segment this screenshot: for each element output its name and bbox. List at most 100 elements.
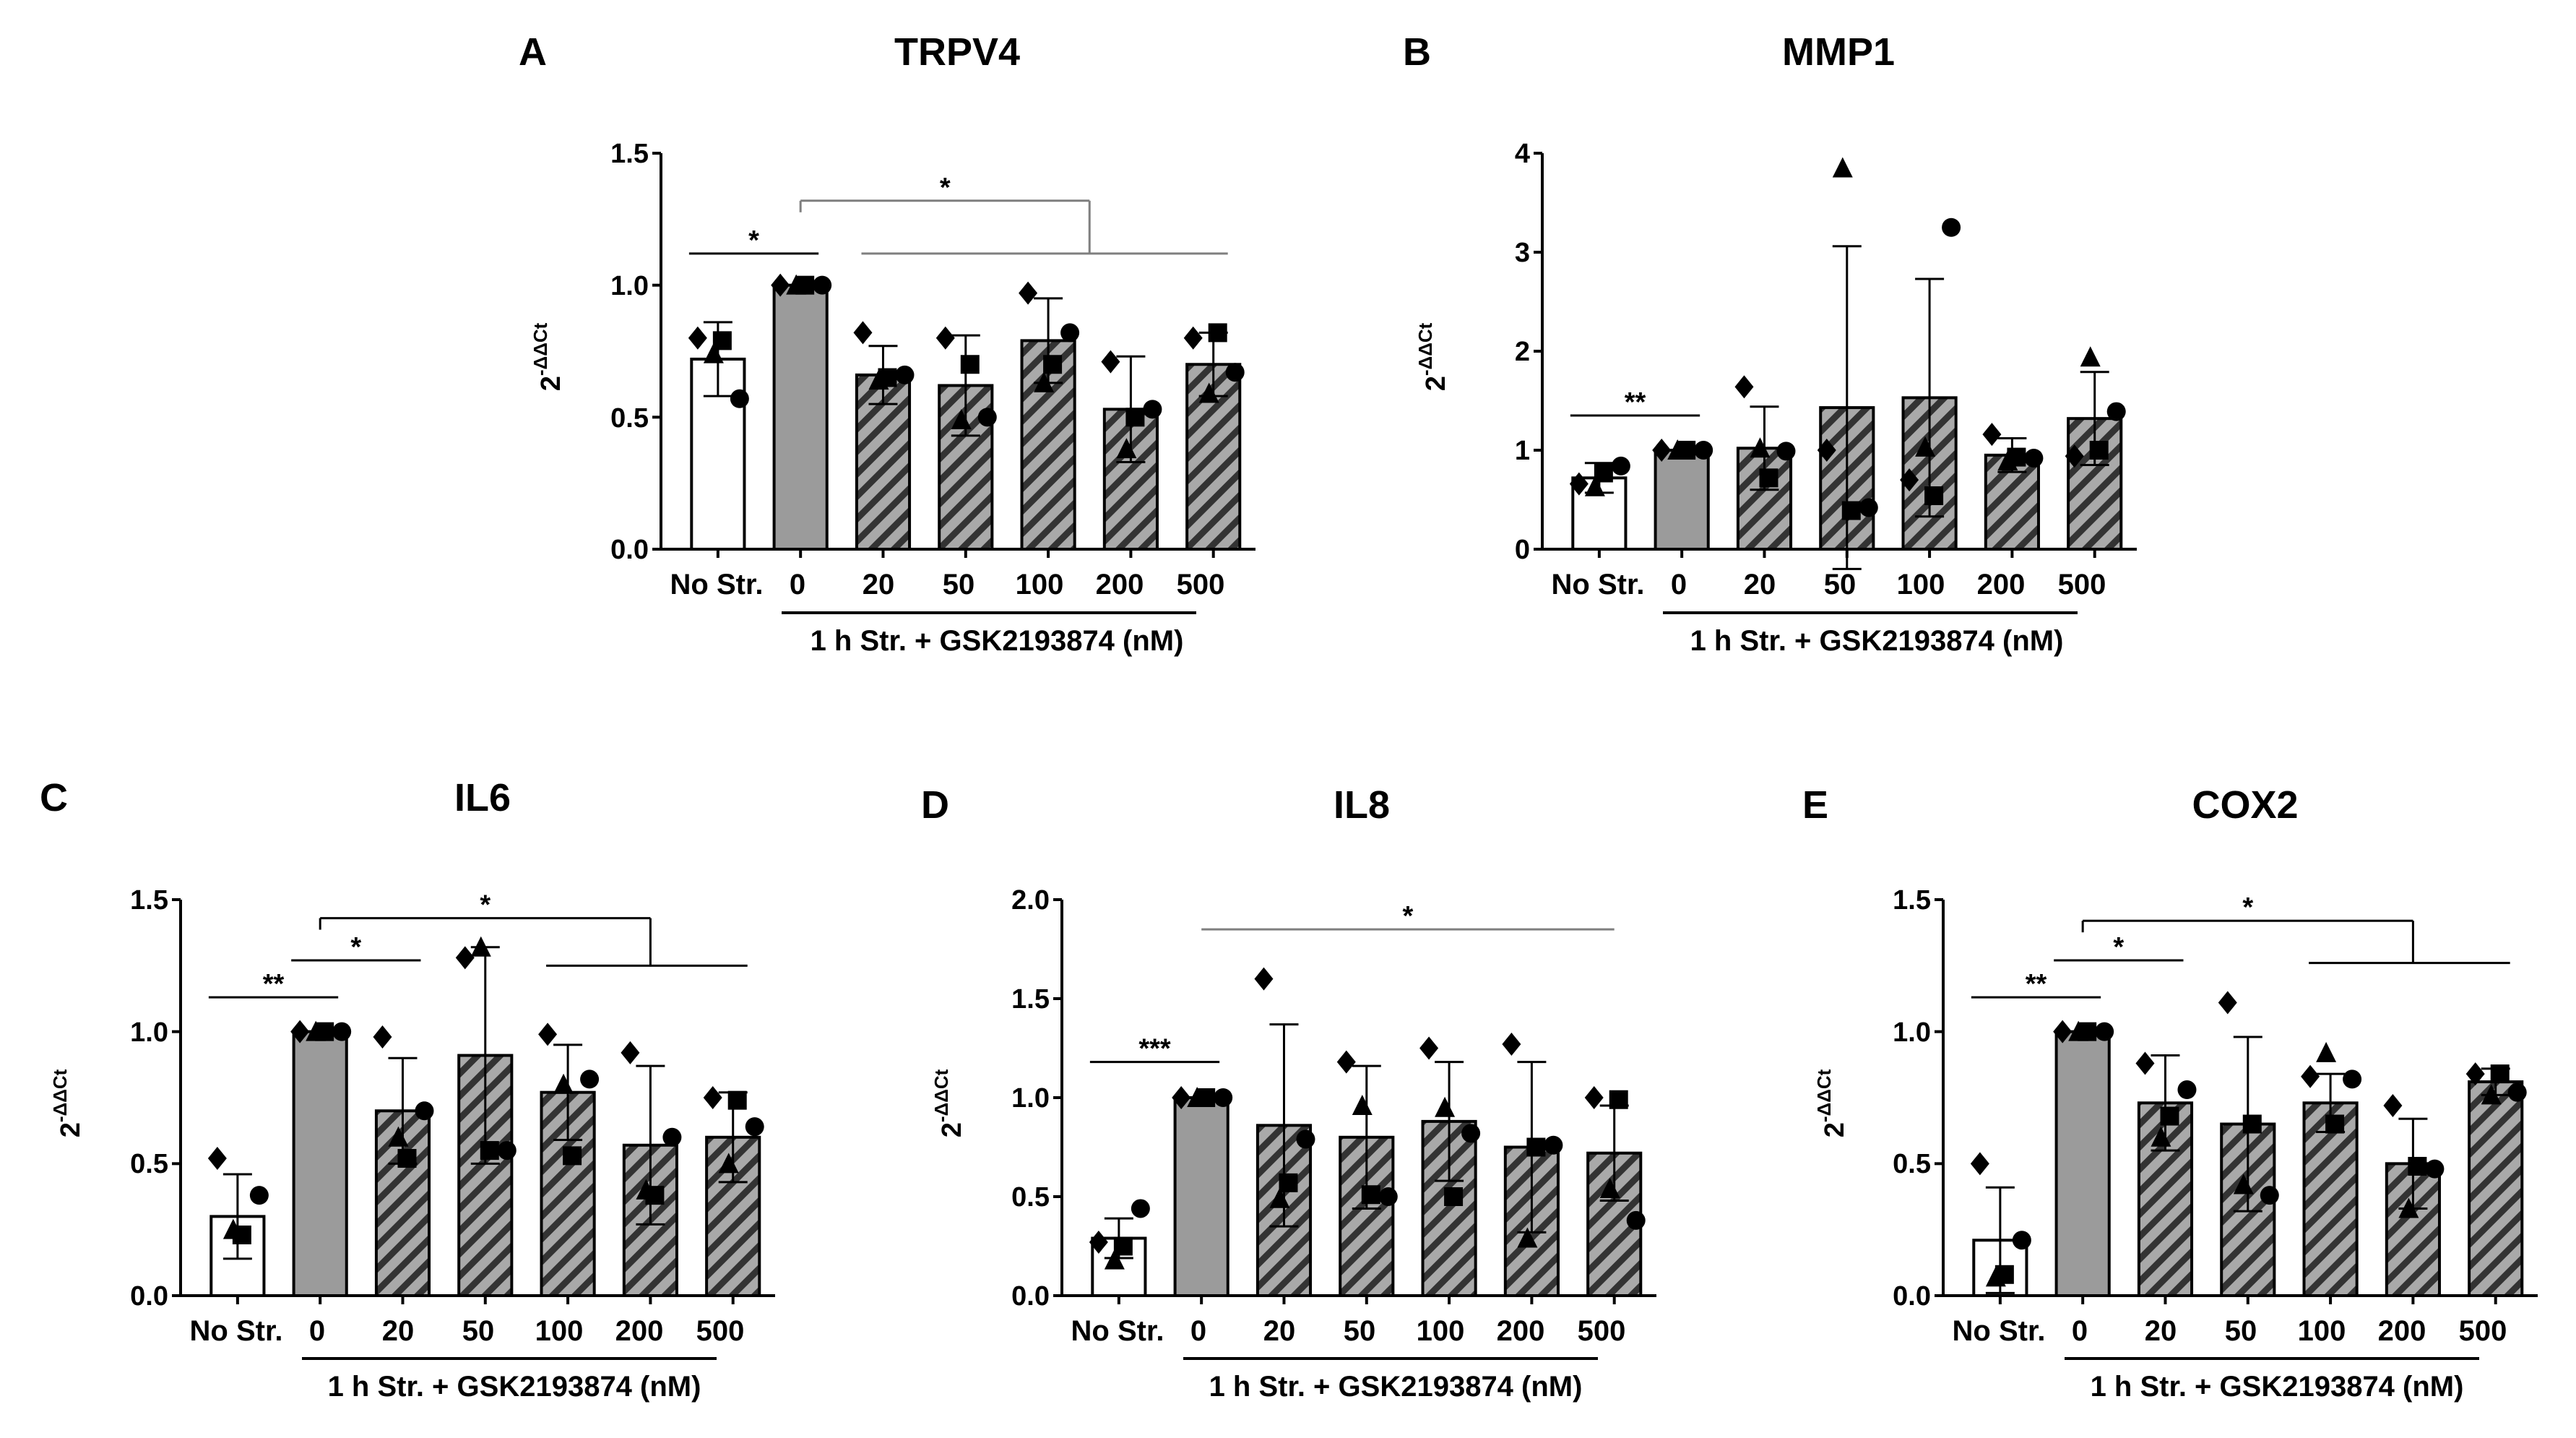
- panel-e-point-0-0: [1970, 1152, 1989, 1176]
- panel-e-point-5-3: [2425, 1159, 2445, 1179]
- panel-b-point-4-2: [1915, 436, 1936, 457]
- panel-a-point-2-0: [853, 321, 873, 345]
- panel-b-point-1-2: [1667, 439, 1688, 460]
- panel-e-point-5-2: [2398, 1197, 2419, 1218]
- panel-B-ylabel: 2-ΔΔCt: [1414, 322, 1451, 391]
- panel-a-point-4-3: [1060, 323, 1080, 343]
- panel-A-letter: A: [519, 30, 547, 74]
- panel-E-letter: E: [1802, 783, 1828, 827]
- panel-e-point-6-0: [2465, 1062, 2485, 1086]
- panel-e-significance-1-label: *: [2113, 932, 2124, 963]
- panel-E-xtick-6: 500: [2459, 1315, 2507, 1347]
- panel-e-point-4-0: [2301, 1064, 2320, 1088]
- panel-c-point-4-1: [563, 1146, 582, 1166]
- panel-d-point-3-1: [1361, 1185, 1380, 1205]
- panel-c-point-6-0: [703, 1086, 722, 1109]
- panel-e-significance-2-label: *: [2242, 892, 2253, 923]
- panel-C-xtick-0: No Str.: [190, 1315, 283, 1347]
- svg-text:2-ΔΔCt: 2-ΔΔCt: [1414, 322, 1451, 391]
- panel-a-point-4-1: [1043, 355, 1063, 374]
- panel-C-ytick-1: 0.5: [130, 1149, 168, 1179]
- panel-d-point-6-1: [1609, 1090, 1628, 1109]
- panel-D-ylabel-base: 2: [937, 1122, 967, 1137]
- panel-a-bar-1: [772, 283, 829, 551]
- panel-D-xtick-2: 20: [1263, 1315, 1296, 1347]
- panel-D-ytick-1: 0.5: [1011, 1182, 1050, 1213]
- panel-D-xtick-4: 100: [1417, 1315, 1465, 1347]
- panel-D-xtick-1: 0: [1190, 1315, 1206, 1347]
- panel-E: E COX2 **** 0.0 0.5 1.0 1.5 2-ΔΔCt No St…: [1802, 783, 2538, 1403]
- panel-a-point-1-2: [786, 274, 807, 295]
- panel-a-point-0-1: [712, 331, 732, 350]
- panel-D-group-label: 1 h Str. + GSK2193874 (nM): [1209, 1371, 1583, 1403]
- panel-d-point-0-3: [1131, 1199, 1150, 1218]
- panel-d-point-4-1: [1444, 1187, 1464, 1206]
- panel-E-plot: ****: [1935, 892, 2538, 1304]
- panel-B-letter: B: [1403, 30, 1431, 74]
- panel-A-ytick-2: 1.0: [610, 271, 649, 301]
- panel-b-point-2-2: [1750, 437, 1771, 458]
- panel-d-point-5-0: [1502, 1033, 1521, 1056]
- panel-e-bar-1: [2054, 1030, 2111, 1297]
- panel-c-point-5-2: [636, 1179, 657, 1200]
- panel-c-point-0-0: [207, 1147, 227, 1171]
- panel-c-point-1-3: [332, 1022, 352, 1041]
- panel-d-point-6-3: [1626, 1210, 1646, 1230]
- panel-d-point-5-3: [1544, 1135, 1563, 1155]
- panel-E-ytick-0: 0.0: [1893, 1281, 1931, 1312]
- panel-e-point-2-3: [2177, 1080, 2197, 1100]
- panel-d-significance-1-label: *: [1403, 901, 1414, 931]
- panel-B-ytick-3: 3: [1515, 238, 1530, 268]
- panel-d-point-2-3: [1296, 1129, 1315, 1149]
- panel-b-point-5-2: [1997, 450, 2018, 471]
- panel-B-ylabel-base: 2: [1421, 376, 1451, 391]
- panel-b-point-6-1: [2089, 441, 2109, 460]
- panel-C-ytick-0: 0.0: [130, 1281, 168, 1312]
- panel-B: B MMP1 ** 0 1 2 3 4 2-ΔΔCt No Str. 0 20 …: [1403, 30, 2137, 657]
- panel-a-bar-4: [1020, 339, 1076, 551]
- panel-d-point-1-2: [1187, 1087, 1208, 1107]
- panel-D-ylabel: 2-ΔΔCt: [930, 1069, 967, 1137]
- panel-C-title: IL6: [454, 776, 511, 819]
- panel-d-point-6-2: [1599, 1178, 1620, 1199]
- panel-C-xtick-5: 200: [615, 1315, 664, 1347]
- panel-b-point-0-2: [1584, 475, 1605, 496]
- panel-B-xtick-6: 500: [2058, 569, 2106, 600]
- panel-c-point-0-2: [222, 1218, 243, 1239]
- panel-c-significance-0-label: **: [263, 969, 285, 999]
- panel-A-group-label: 1 h Str. + GSK2193874 (nM): [811, 625, 1184, 657]
- panel-C-xtick-6: 500: [696, 1315, 745, 1347]
- panel-B-ytick-4: 4: [1515, 139, 1530, 169]
- panel-E-xtick-3: 50: [2225, 1315, 2257, 1347]
- panel-b-point-5-3: [2024, 448, 2044, 468]
- panel-a-point-5-0: [1101, 350, 1120, 374]
- panel-E-xtick-4: 100: [2298, 1315, 2346, 1347]
- panel-e-bar-6: [2468, 1080, 2524, 1297]
- panel-a-point-3-0: [935, 326, 955, 350]
- panel-C-ytick-2: 1.0: [130, 1017, 168, 1048]
- panel-a-point-6-0: [1183, 326, 1203, 350]
- panel-C-xtick-4: 100: [535, 1315, 584, 1347]
- panel-c-point-1-0: [290, 1020, 310, 1043]
- panel-b-point-6-3: [2106, 402, 2126, 421]
- panel-A-xtick-2: 20: [863, 569, 895, 600]
- panel-e-point-1-3: [2095, 1022, 2114, 1041]
- panel-C-letter: C: [40, 776, 68, 819]
- panel-e-significance-0-label: **: [2026, 969, 2047, 999]
- panel-e-point-4-1: [2325, 1114, 2345, 1134]
- panel-c-point-2-2: [388, 1126, 409, 1147]
- panel-c-bar-1: [292, 1030, 348, 1297]
- panel-b-point-6-0: [2065, 444, 2084, 468]
- panel-D-xtick-5: 200: [1497, 1315, 1545, 1347]
- panel-B-ytick-2: 2: [1515, 337, 1530, 367]
- panel-C-group-label: 1 h Str. + GSK2193874 (nM): [328, 1371, 701, 1403]
- panel-C-xtick-3: 50: [462, 1315, 495, 1347]
- panel-b-point-2-3: [1776, 442, 1796, 461]
- panel-A-ytick-0: 0.0: [610, 535, 649, 565]
- panel-B-plot: **: [1534, 152, 2137, 570]
- panel-D-plot: ****: [1053, 898, 1656, 1304]
- panel-d-point-0-1: [1113, 1236, 1133, 1256]
- panel-e-point-3-0: [2218, 991, 2237, 1015]
- panel-b-bar-1: [1654, 449, 1710, 551]
- panel-E-xtick-0: No Str.: [1953, 1315, 2046, 1347]
